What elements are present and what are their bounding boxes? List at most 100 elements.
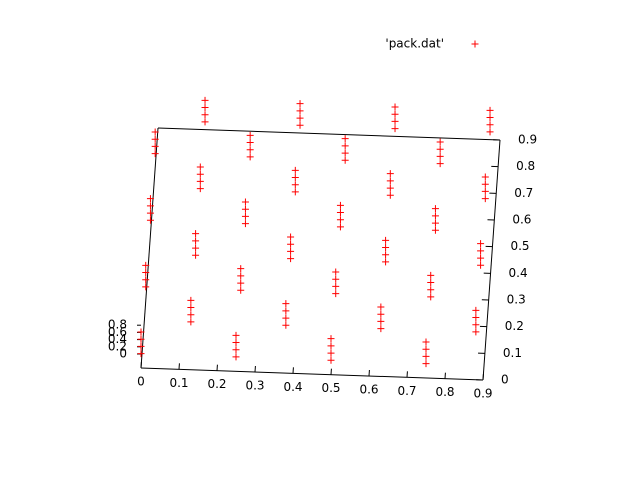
point	[431, 205, 439, 213]
point	[142, 276, 150, 284]
y-tick-label: 0.5	[510, 239, 529, 253]
point	[287, 233, 295, 241]
point	[391, 117, 399, 125]
point	[386, 177, 394, 185]
point	[481, 195, 489, 203]
point	[151, 128, 159, 136]
z-tick-label: 0.2	[108, 339, 127, 353]
point	[382, 258, 390, 266]
point	[336, 209, 344, 217]
point	[232, 331, 240, 339]
point	[196, 177, 204, 185]
border	[140, 127, 159, 369]
point	[327, 349, 335, 357]
point	[336, 223, 344, 231]
point	[192, 251, 200, 259]
point	[422, 338, 430, 346]
point	[427, 293, 435, 301]
point	[341, 135, 349, 143]
point	[336, 201, 344, 209]
point	[192, 237, 200, 245]
point	[427, 286, 435, 294]
point	[151, 142, 159, 150]
y-tick-label: 0.2	[505, 319, 524, 333]
point	[341, 142, 349, 150]
point	[201, 118, 209, 126]
border	[157, 127, 501, 141]
point	[241, 205, 249, 213]
y-tick-label: 0	[501, 373, 509, 387]
point	[187, 296, 195, 304]
point	[196, 163, 204, 171]
point	[192, 230, 200, 238]
z-tick-label: 0.4	[108, 332, 127, 346]
point	[382, 251, 390, 259]
x-tick-label: 0.1	[169, 376, 188, 390]
point	[232, 353, 240, 361]
point	[201, 96, 209, 104]
point	[196, 170, 204, 178]
point	[187, 318, 195, 326]
point	[137, 350, 145, 358]
point	[291, 188, 299, 196]
point	[146, 216, 154, 224]
point	[282, 321, 290, 329]
x-tick-label: 0.3	[245, 379, 264, 393]
point	[427, 279, 435, 287]
point	[377, 310, 385, 318]
point	[431, 226, 439, 234]
point	[422, 360, 430, 368]
point	[146, 202, 154, 210]
point	[296, 114, 304, 122]
x-tick-label: 0.8	[435, 385, 454, 399]
point	[486, 106, 494, 114]
point	[241, 212, 249, 220]
legend-marker	[471, 40, 479, 48]
point	[287, 247, 295, 255]
point	[341, 156, 349, 164]
point	[237, 286, 245, 294]
point	[391, 110, 399, 118]
y-tick-label: 0.6	[512, 213, 531, 227]
point	[237, 279, 245, 287]
point	[481, 180, 489, 188]
y-tick-label: 0.1	[503, 346, 522, 360]
point	[431, 219, 439, 227]
point	[391, 125, 399, 133]
point	[142, 261, 150, 269]
point	[287, 255, 295, 263]
point	[142, 269, 150, 277]
point	[232, 339, 240, 347]
point	[332, 290, 340, 298]
point	[472, 314, 480, 322]
point	[296, 100, 304, 108]
point	[137, 342, 145, 350]
point	[241, 220, 249, 228]
point	[436, 138, 444, 146]
point	[377, 317, 385, 325]
point	[377, 325, 385, 333]
y-tick-label: 0.8	[516, 159, 535, 173]
point	[481, 187, 489, 195]
point	[296, 107, 304, 115]
x-tick-label: 0.4	[283, 380, 302, 394]
z-tick-label: 0.8	[108, 318, 127, 332]
point	[486, 121, 494, 129]
point	[237, 265, 245, 273]
point	[382, 236, 390, 244]
point	[332, 282, 340, 290]
point	[327, 342, 335, 350]
point	[196, 185, 204, 193]
point	[287, 240, 295, 248]
point	[477, 247, 485, 255]
point	[336, 216, 344, 224]
legend-label: 'pack.dat'	[385, 37, 444, 51]
point	[386, 170, 394, 178]
x-tick-label: 0.7	[397, 384, 416, 398]
point	[137, 328, 145, 336]
point	[436, 160, 444, 168]
border	[140, 367, 484, 381]
point	[382, 244, 390, 252]
point	[246, 139, 254, 147]
point	[327, 335, 335, 343]
